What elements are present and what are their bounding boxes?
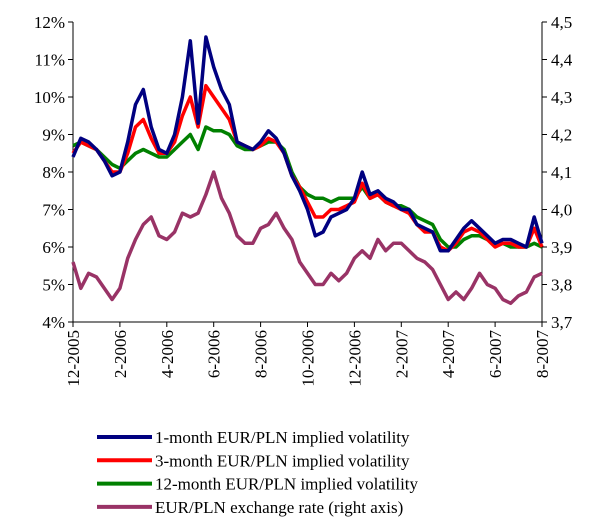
y-tick-label: 12% (34, 13, 65, 32)
y2-tick-label: 4,2 (551, 126, 572, 145)
y2-tick-label: 4,0 (551, 201, 572, 220)
y2-tick-label: 4,4 (551, 51, 573, 70)
x-tick-label: 6-2007 (486, 330, 505, 379)
legend-label: 3-month EUR/PLN implied volatility (155, 451, 410, 470)
y2-tick-label: 3,9 (551, 238, 572, 257)
x-tick-label: 2-2006 (111, 330, 130, 378)
x-tick-label: 4-2007 (439, 330, 458, 379)
series-line (71, 35, 544, 253)
y-tick-label: 6% (42, 238, 65, 257)
y-tick-label: 8% (42, 163, 65, 182)
y2-tick-label: 4,5 (551, 13, 572, 32)
plot-area (71, 35, 544, 306)
x-tick-label: 8-2006 (252, 330, 271, 378)
series-line (71, 83, 544, 253)
series-line (72, 125, 543, 249)
x-tick-label: 10-2006 (299, 330, 318, 387)
x-tick-label: 12-2005 (64, 330, 83, 387)
y-tick-label: 5% (42, 276, 65, 295)
x-tick-label: 4-2006 (158, 330, 177, 378)
y-tick-label: 10% (34, 88, 65, 107)
legend: 1-month EUR/PLN implied volatility 3-mont… (97, 428, 419, 517)
x-tick-label: 2-2007 (392, 330, 411, 379)
y-tick-label: 11% (34, 51, 65, 70)
y2-tick-label: 4,3 (551, 88, 572, 107)
legend-label: EUR/PLN exchange rate (right axis) (155, 498, 403, 517)
series-line (71, 170, 543, 306)
y-tick-label: 9% (42, 126, 65, 145)
y-tick-label: 4% (42, 313, 65, 332)
x-tick-label: 6-2006 (205, 330, 224, 378)
y-tick-label: 7% (42, 201, 65, 220)
y2-tick-label: 3,7 (551, 313, 573, 332)
x-tick-label: 12-2006 (345, 330, 364, 387)
y2-tick-label: 3,8 (551, 276, 572, 295)
legend-label: 1-month EUR/PLN implied volatility (155, 428, 410, 447)
y2-tick-label: 4,1 (551, 163, 572, 182)
x-tick-label: 8-2007 (533, 330, 552, 379)
legend-label: 12-month EUR/PLN implied volatility (155, 475, 419, 494)
